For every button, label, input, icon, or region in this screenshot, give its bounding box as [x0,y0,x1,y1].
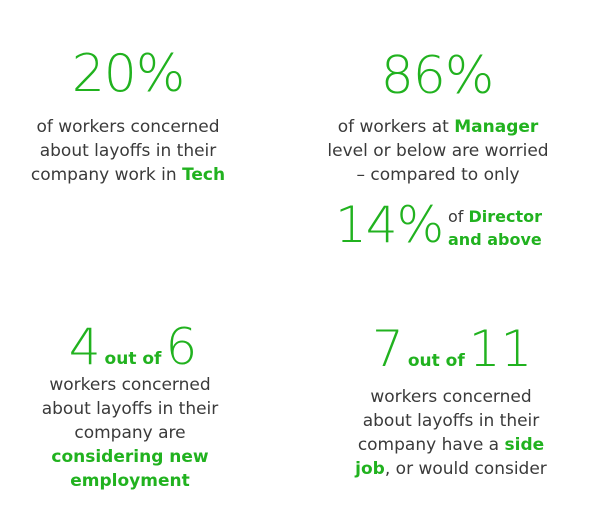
desc-text: of [448,207,469,226]
desc-line: of workers at Manager [318,115,558,139]
desc-text: , or would consider [384,459,547,479]
desc-line: level or below are worried [327,141,549,161]
stat-20-percent-description: of workers concerned about layoffs in th… [10,115,246,187]
desc-line: – compared to only [356,165,520,185]
stat-4-out-of-6-description: workers concerned about layoffs in their… [10,373,250,493]
desc-line: of Director [448,205,560,228]
stat-denominator: 11 [468,320,533,378]
stat-14-percent: 14% [335,196,444,254]
stat-denominator: 6 [165,318,198,376]
out-of-label: out of [407,351,465,371]
desc-line: company are [74,423,186,443]
highlight-manager: Manager [454,117,539,137]
desc-line: job, or would consider [336,457,566,481]
out-of-label: out of [104,349,162,369]
desc-text: company work in [30,165,183,185]
stat-numerator: 7 [372,320,404,378]
highlight-employment: employment [70,471,190,491]
stat-20-percent: 20% [71,44,186,104]
desc-line: about layoffs in their [362,411,540,431]
desc-line: of workers concerned [36,117,220,137]
stat-86-percent-description: of workers at Manager level or below are… [318,115,558,187]
stat-4-out-of-6: 4 out of6 [48,318,218,376]
stat-7-out-of-11-description: workers concerned about layoffs in their… [336,385,566,481]
desc-line: workers concerned [370,387,532,407]
desc-line: about layoffs in their [39,141,217,161]
highlight-director: Director [468,207,543,226]
desc-line: company work in Tech [10,163,246,187]
desc-line: company have a side [336,433,566,457]
highlight-considering-new: considering new [51,447,209,467]
stat-numerator: 4 [68,318,101,376]
stat-14-percent-description: of Director and above [448,205,560,251]
highlight-and-above: and above [448,230,542,249]
stat-86-percent: 86% [380,46,495,106]
desc-line: workers concerned [49,375,211,395]
highlight-job: job [355,459,385,479]
highlight-side: side [504,435,545,455]
stat-7-out-of-11: 7 out of11 [372,320,532,378]
desc-text: of workers at [337,117,455,137]
highlight-tech: Tech [182,165,226,185]
desc-line: about layoffs in their [41,399,219,419]
desc-text: company have a [357,435,505,455]
